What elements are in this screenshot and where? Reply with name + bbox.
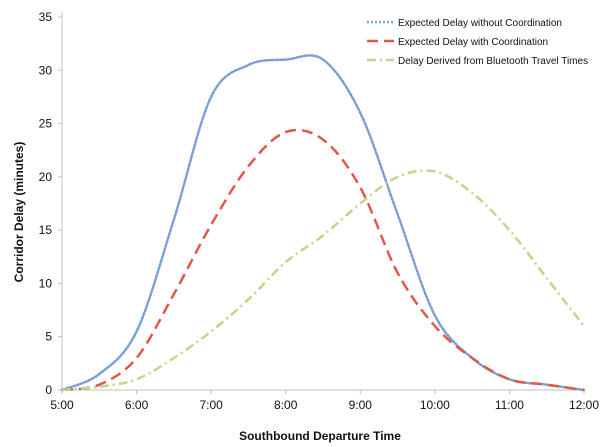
axes: 0 5 10 15 20 25 30 35 5:00 6:00 7:00 8:00 9:00 10:00 1… bbox=[39, 10, 600, 412]
series-layer bbox=[60, 54, 586, 392]
y-tick-label: 5 bbox=[45, 330, 52, 344]
series-line-1 bbox=[60, 54, 586, 392]
legend-label-1: Expected Delay without Coordination bbox=[398, 18, 562, 29]
x-tick-label: 12:00 bbox=[569, 398, 599, 412]
y-tick-label: 20 bbox=[39, 170, 53, 184]
x-tick-label: 11:00 bbox=[495, 398, 524, 412]
x-tick-label: 7:00 bbox=[199, 398, 223, 412]
x-axis-title: Southbound Departure Time bbox=[239, 429, 401, 443]
series-line-3 bbox=[61, 169, 585, 392]
legend-label-3: Delay Derived from Bluetooth Travel Time… bbox=[398, 56, 588, 67]
x-tick-label: 5:00 bbox=[50, 398, 74, 412]
y-tick-label: 10 bbox=[39, 276, 53, 290]
legend-label-2: Expected Delay with Coordination bbox=[398, 37, 548, 48]
x-tick-label: 9:00 bbox=[349, 398, 373, 412]
series-line-2 bbox=[61, 128, 585, 392]
y-tick-label: 35 bbox=[39, 10, 53, 24]
y-axis-title: Corridor Delay (minutes) bbox=[12, 142, 26, 283]
x-tick-label: 10:00 bbox=[420, 398, 450, 412]
y-tick-label: 30 bbox=[39, 63, 53, 77]
legend: Expected Delay without Coordination Expec… bbox=[367, 18, 588, 67]
x-tick-label: 6:00 bbox=[125, 398, 149, 412]
y-tick-label: 15 bbox=[39, 223, 53, 237]
y-tick-label: 0 bbox=[45, 383, 52, 397]
x-tick-label: 8:00 bbox=[274, 398, 298, 412]
y-tick-label: 25 bbox=[39, 117, 53, 131]
